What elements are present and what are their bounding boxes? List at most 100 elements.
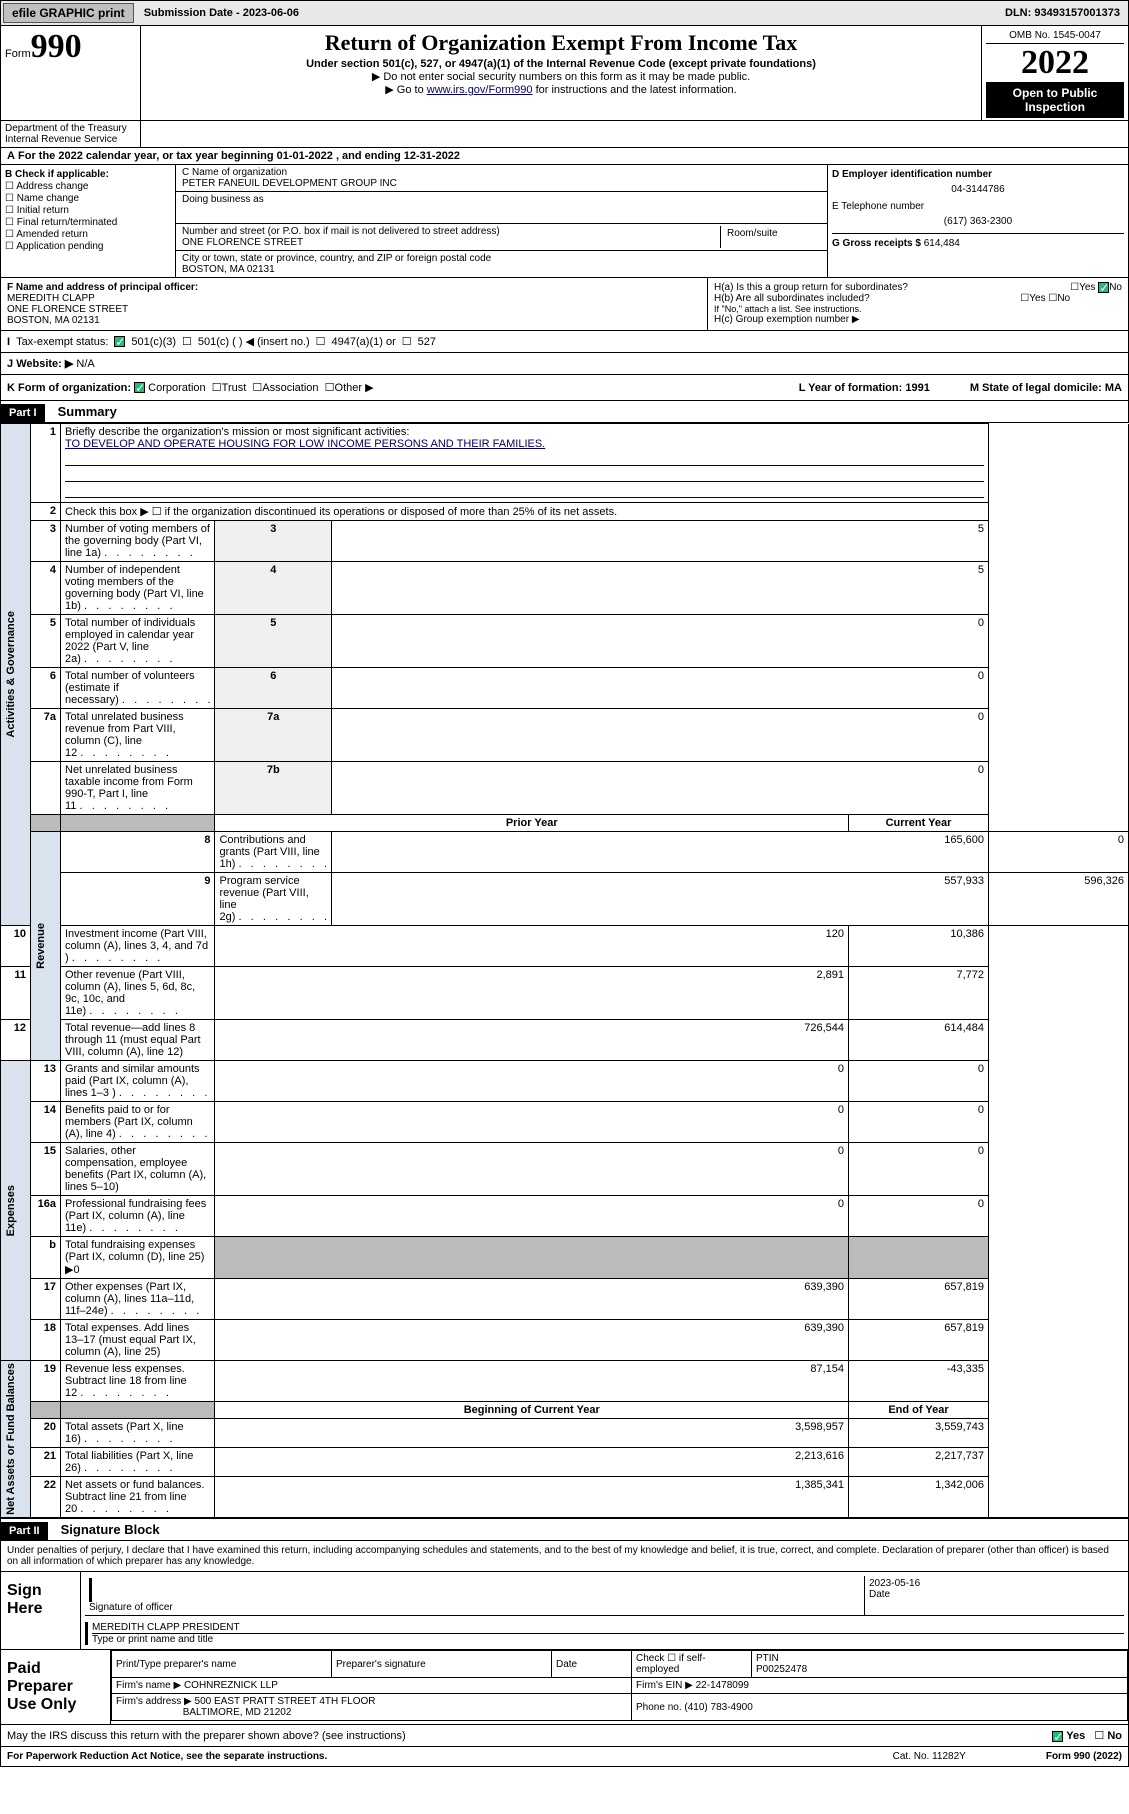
ha-no-checkbox[interactable] xyxy=(1098,282,1109,293)
open-inspection: Open to Public Inspection xyxy=(986,82,1124,118)
line7b: Net unrelated business taxable income fr… xyxy=(61,762,215,815)
g-label: G Gross receipts $ xyxy=(832,238,921,249)
tab-expenses: Expenses xyxy=(1,1061,31,1361)
check-initial-return[interactable]: ☐ Initial return xyxy=(5,205,171,216)
form-title: Return of Organization Exempt From Incom… xyxy=(145,30,977,56)
top-bar: efile GRAPHIC print Submission Date - 20… xyxy=(0,0,1129,26)
a-line: A For the 2022 calendar year, or tax yea… xyxy=(0,148,1129,165)
pt-check-label: Check ☐ if self-employed xyxy=(632,1651,752,1678)
submission-date: Submission Date - 2023-06-06 xyxy=(138,5,305,21)
city-label: City or town, state or province, country… xyxy=(182,253,821,264)
line21: Total liabilities (Part X, line 26) xyxy=(61,1448,215,1477)
m-state: M State of legal domicile: MA xyxy=(970,382,1122,394)
line2: Check this box ▶ ☐ if the organization d… xyxy=(61,503,989,521)
c-column: C Name of organization PETER FANEUIL DEV… xyxy=(176,165,828,277)
tab-net-assets: Net Assets or Fund Balances xyxy=(1,1361,31,1518)
j-row: J Website: ▶ N/A xyxy=(0,353,1129,375)
city: BOSTON, MA 02131 xyxy=(182,264,821,275)
line19: Revenue less expenses. Subtract line 18 … xyxy=(61,1361,215,1402)
firm-addr2: BALTIMORE, MD 21202 xyxy=(183,1707,292,1718)
i-row: I Tax-exempt status: 501(c)(3) ☐ 501(c) … xyxy=(0,331,1129,353)
discuss-yes-checkbox[interactable] xyxy=(1052,1731,1063,1742)
preparer-table: Print/Type preparer's name Preparer's si… xyxy=(111,1650,1128,1721)
k-row: K Form of organization: Corporation ☐ Tr… xyxy=(0,375,1129,401)
tab-revenue: Revenue xyxy=(31,832,61,1061)
corp-checkbox[interactable] xyxy=(134,382,145,393)
summary-table: Activities & Governance 1 Briefly descri… xyxy=(0,423,1129,1518)
firm-name: COHNREZNICK LLP xyxy=(184,1680,278,1691)
val7b: 0 xyxy=(332,762,989,815)
check-final-return[interactable]: ☐ Final return/terminated xyxy=(5,217,171,228)
tax-year: 2022 xyxy=(986,44,1124,82)
department: Department of the Treasury Internal Reve… xyxy=(1,121,141,147)
cat-no: Cat. No. 11282Y xyxy=(893,1751,966,1762)
line16b: Total fundraising expenses (Part IX, col… xyxy=(61,1237,215,1279)
val6: 0 xyxy=(332,668,989,709)
pra-notice: For Paperwork Reduction Act Notice, see … xyxy=(7,1751,327,1762)
line20: Total assets (Part X, line 16) xyxy=(61,1419,215,1448)
officer-addr1: ONE FLORENCE STREET xyxy=(7,304,128,315)
check-amended[interactable]: ☐ Amended return xyxy=(5,229,171,240)
check-name-change[interactable]: ☐ Name change xyxy=(5,193,171,204)
boy-hdr: Beginning of Current Year xyxy=(215,1402,849,1419)
pt-date-label: Date xyxy=(552,1651,632,1678)
f-block: F Name and address of principal officer:… xyxy=(1,278,708,330)
line13: Grants and similar amounts paid (Part IX… xyxy=(61,1061,215,1102)
line11: Other revenue (Part VIII, column (A), li… xyxy=(61,967,215,1020)
dln: DLN: 93493157001373 xyxy=(1005,7,1126,19)
e-label: E Telephone number xyxy=(832,201,924,212)
firm-phone: (410) 783-4900 xyxy=(684,1702,752,1713)
dba-label: Doing business as xyxy=(182,194,821,205)
check-address-change[interactable]: ☐ Address change xyxy=(5,181,171,192)
l-year: L Year of formation: 1991 xyxy=(799,382,930,394)
pt-name-label: Print/Type preparer's name xyxy=(112,1651,332,1678)
d-label: D Employer identification number xyxy=(832,169,992,180)
line9: Program service revenue (Part VIII, line… xyxy=(215,873,332,926)
website: N/A xyxy=(76,358,94,370)
part2-title: Signature Block xyxy=(51,1519,170,1540)
ptin: P00252478 xyxy=(756,1664,807,1675)
line16a: Professional fundraising fees (Part IX, … xyxy=(61,1196,215,1237)
efile-button[interactable]: efile GRAPHIC print xyxy=(3,3,134,23)
subtitle-2: Do not enter social security numbers on … xyxy=(145,70,977,83)
omb-number: OMB No. 1545-0047 xyxy=(986,28,1124,44)
form-number: 990 xyxy=(31,28,82,65)
sig-name: MEREDITH CLAPP PRESIDENT xyxy=(92,1622,1124,1633)
form-header: Form990 Return of Organization Exempt Fr… xyxy=(0,26,1129,121)
line18: Total expenses. Add lines 13–17 (must eq… xyxy=(61,1320,215,1361)
firm-addr1: 500 EAST PRATT STREET 4TH FLOOR xyxy=(195,1696,376,1707)
line22: Net assets or fund balances. Subtract li… xyxy=(61,1477,215,1518)
b-label: B Check if applicable: xyxy=(5,169,109,180)
line10: Investment income (Part VIII, column (A)… xyxy=(61,926,215,967)
form-no: Form 990 (2022) xyxy=(1046,1751,1122,1762)
ein: 04-3144786 xyxy=(832,184,1124,195)
val7a: 0 xyxy=(332,709,989,762)
officer-addr2: BOSTON, MA 02131 xyxy=(7,315,100,326)
sig-type-label: Type or print name and title xyxy=(92,1633,1124,1645)
sig-date: 2023-05-16 xyxy=(869,1578,920,1589)
pt-sig-label: Preparer's signature xyxy=(332,1651,552,1678)
val5: 0 xyxy=(332,615,989,668)
street: ONE FLORENCE STREET xyxy=(182,237,720,248)
part2-bar: Part II xyxy=(1,1522,48,1540)
eoy-hdr: End of Year xyxy=(849,1402,989,1419)
signature-block: Under penalties of perjury, I declare th… xyxy=(0,1541,1129,1725)
f-label: F Name and address of principal officer: xyxy=(7,282,198,293)
501c3-checkbox[interactable] xyxy=(114,336,125,347)
val8p: 165,600 xyxy=(332,832,989,873)
line5: Total number of individuals employed in … xyxy=(61,615,215,668)
c-label: C Name of organization xyxy=(182,167,821,178)
sig-intro: Under penalties of perjury, I declare th… xyxy=(1,1541,1128,1572)
tab-activities: Activities & Governance xyxy=(1,424,31,926)
line17: Other expenses (Part IX, column (A), lin… xyxy=(61,1279,215,1320)
check-application-pending[interactable]: ☐ Application pending xyxy=(5,241,171,252)
sig-officer-label: Signature of officer xyxy=(89,1602,173,1613)
street-label: Number and street (or P.O. box if mail i… xyxy=(182,226,720,237)
form-label: Form xyxy=(5,48,31,60)
room-suite-label: Room/suite xyxy=(721,226,821,248)
gross-receipts: 614,484 xyxy=(924,238,960,249)
irs-link[interactable]: www.irs.gov/Form990 xyxy=(427,84,533,96)
line1-label: Briefly describe the organization's miss… xyxy=(65,426,409,438)
line6: Total number of volunteers (estimate if … xyxy=(61,668,215,709)
d-column: D Employer identification number 04-3144… xyxy=(828,165,1128,277)
